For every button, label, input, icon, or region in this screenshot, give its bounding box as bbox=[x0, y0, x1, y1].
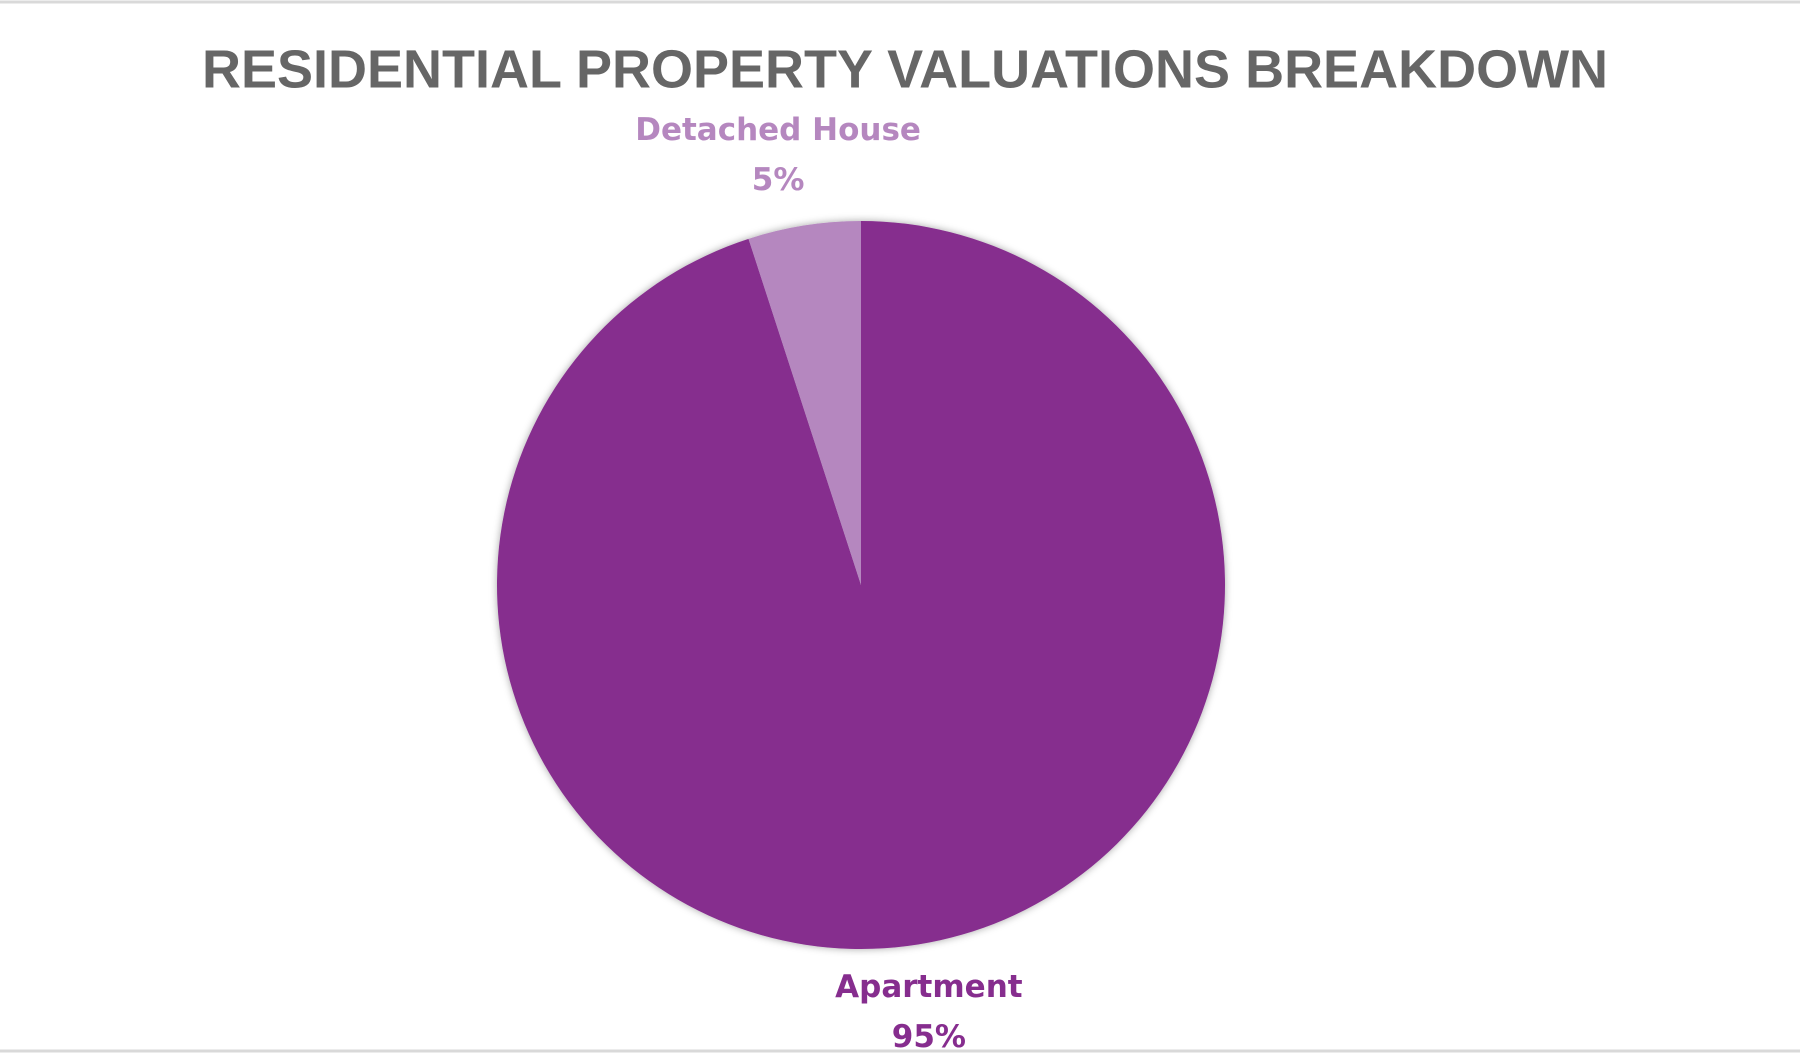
pie-slice bbox=[748, 221, 861, 585]
data-label-value: 5% bbox=[752, 162, 805, 198]
data-label-category: Detached House bbox=[635, 112, 921, 148]
pie bbox=[496, 221, 1226, 950]
data-label-value: 95% bbox=[892, 1019, 966, 1054]
chart-title: RESIDENTIAL PROPERTY VALUATIONS BREAKDOW… bbox=[202, 39, 1608, 99]
data-label-category: Apartment bbox=[835, 969, 1023, 1005]
